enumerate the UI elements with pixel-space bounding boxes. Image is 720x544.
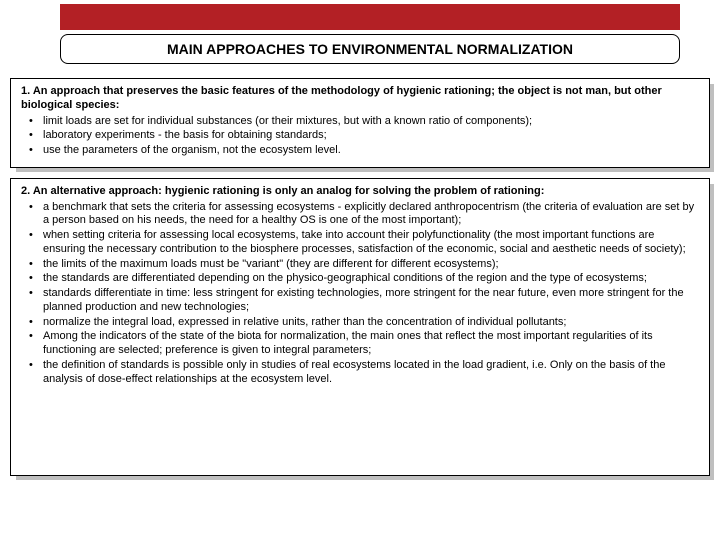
approach-1-list: limit loads are set for individual subst… bbox=[21, 115, 699, 158]
approach-2-list: a benchmark that sets the criteria for a… bbox=[21, 201, 699, 387]
list-item: when setting criteria for assessing loca… bbox=[21, 229, 699, 257]
list-item: use the parameters of the organism, not … bbox=[21, 144, 699, 158]
list-item: Among the indicators of the state of the… bbox=[21, 330, 699, 358]
page-title: MAIN APPROACHES TO ENVIRONMENTAL NORMALI… bbox=[60, 34, 680, 64]
list-item: the definition of standards is possible … bbox=[21, 359, 699, 387]
list-item: a benchmark that sets the criteria for a… bbox=[21, 201, 699, 229]
header-accent-bar bbox=[60, 4, 680, 30]
approach-2-panel: 2. An alternative approach: hygienic rat… bbox=[10, 178, 710, 476]
list-item: laboratory experiments - the basis for o… bbox=[21, 129, 699, 143]
list-item: the standards are differentiated dependi… bbox=[21, 272, 699, 286]
list-item: the limits of the maximum loads must be … bbox=[21, 258, 699, 272]
approach-2-heading: 2. An alternative approach: hygienic rat… bbox=[21, 185, 699, 199]
list-item: normalize the integral load, expressed i… bbox=[21, 316, 699, 330]
approach-1-panel: 1. An approach that preserves the basic … bbox=[10, 78, 710, 168]
list-item: limit loads are set for individual subst… bbox=[21, 115, 699, 129]
list-item: standards differentiate in time: less st… bbox=[21, 287, 699, 315]
approach-1-heading: 1. An approach that preserves the basic … bbox=[21, 85, 699, 113]
